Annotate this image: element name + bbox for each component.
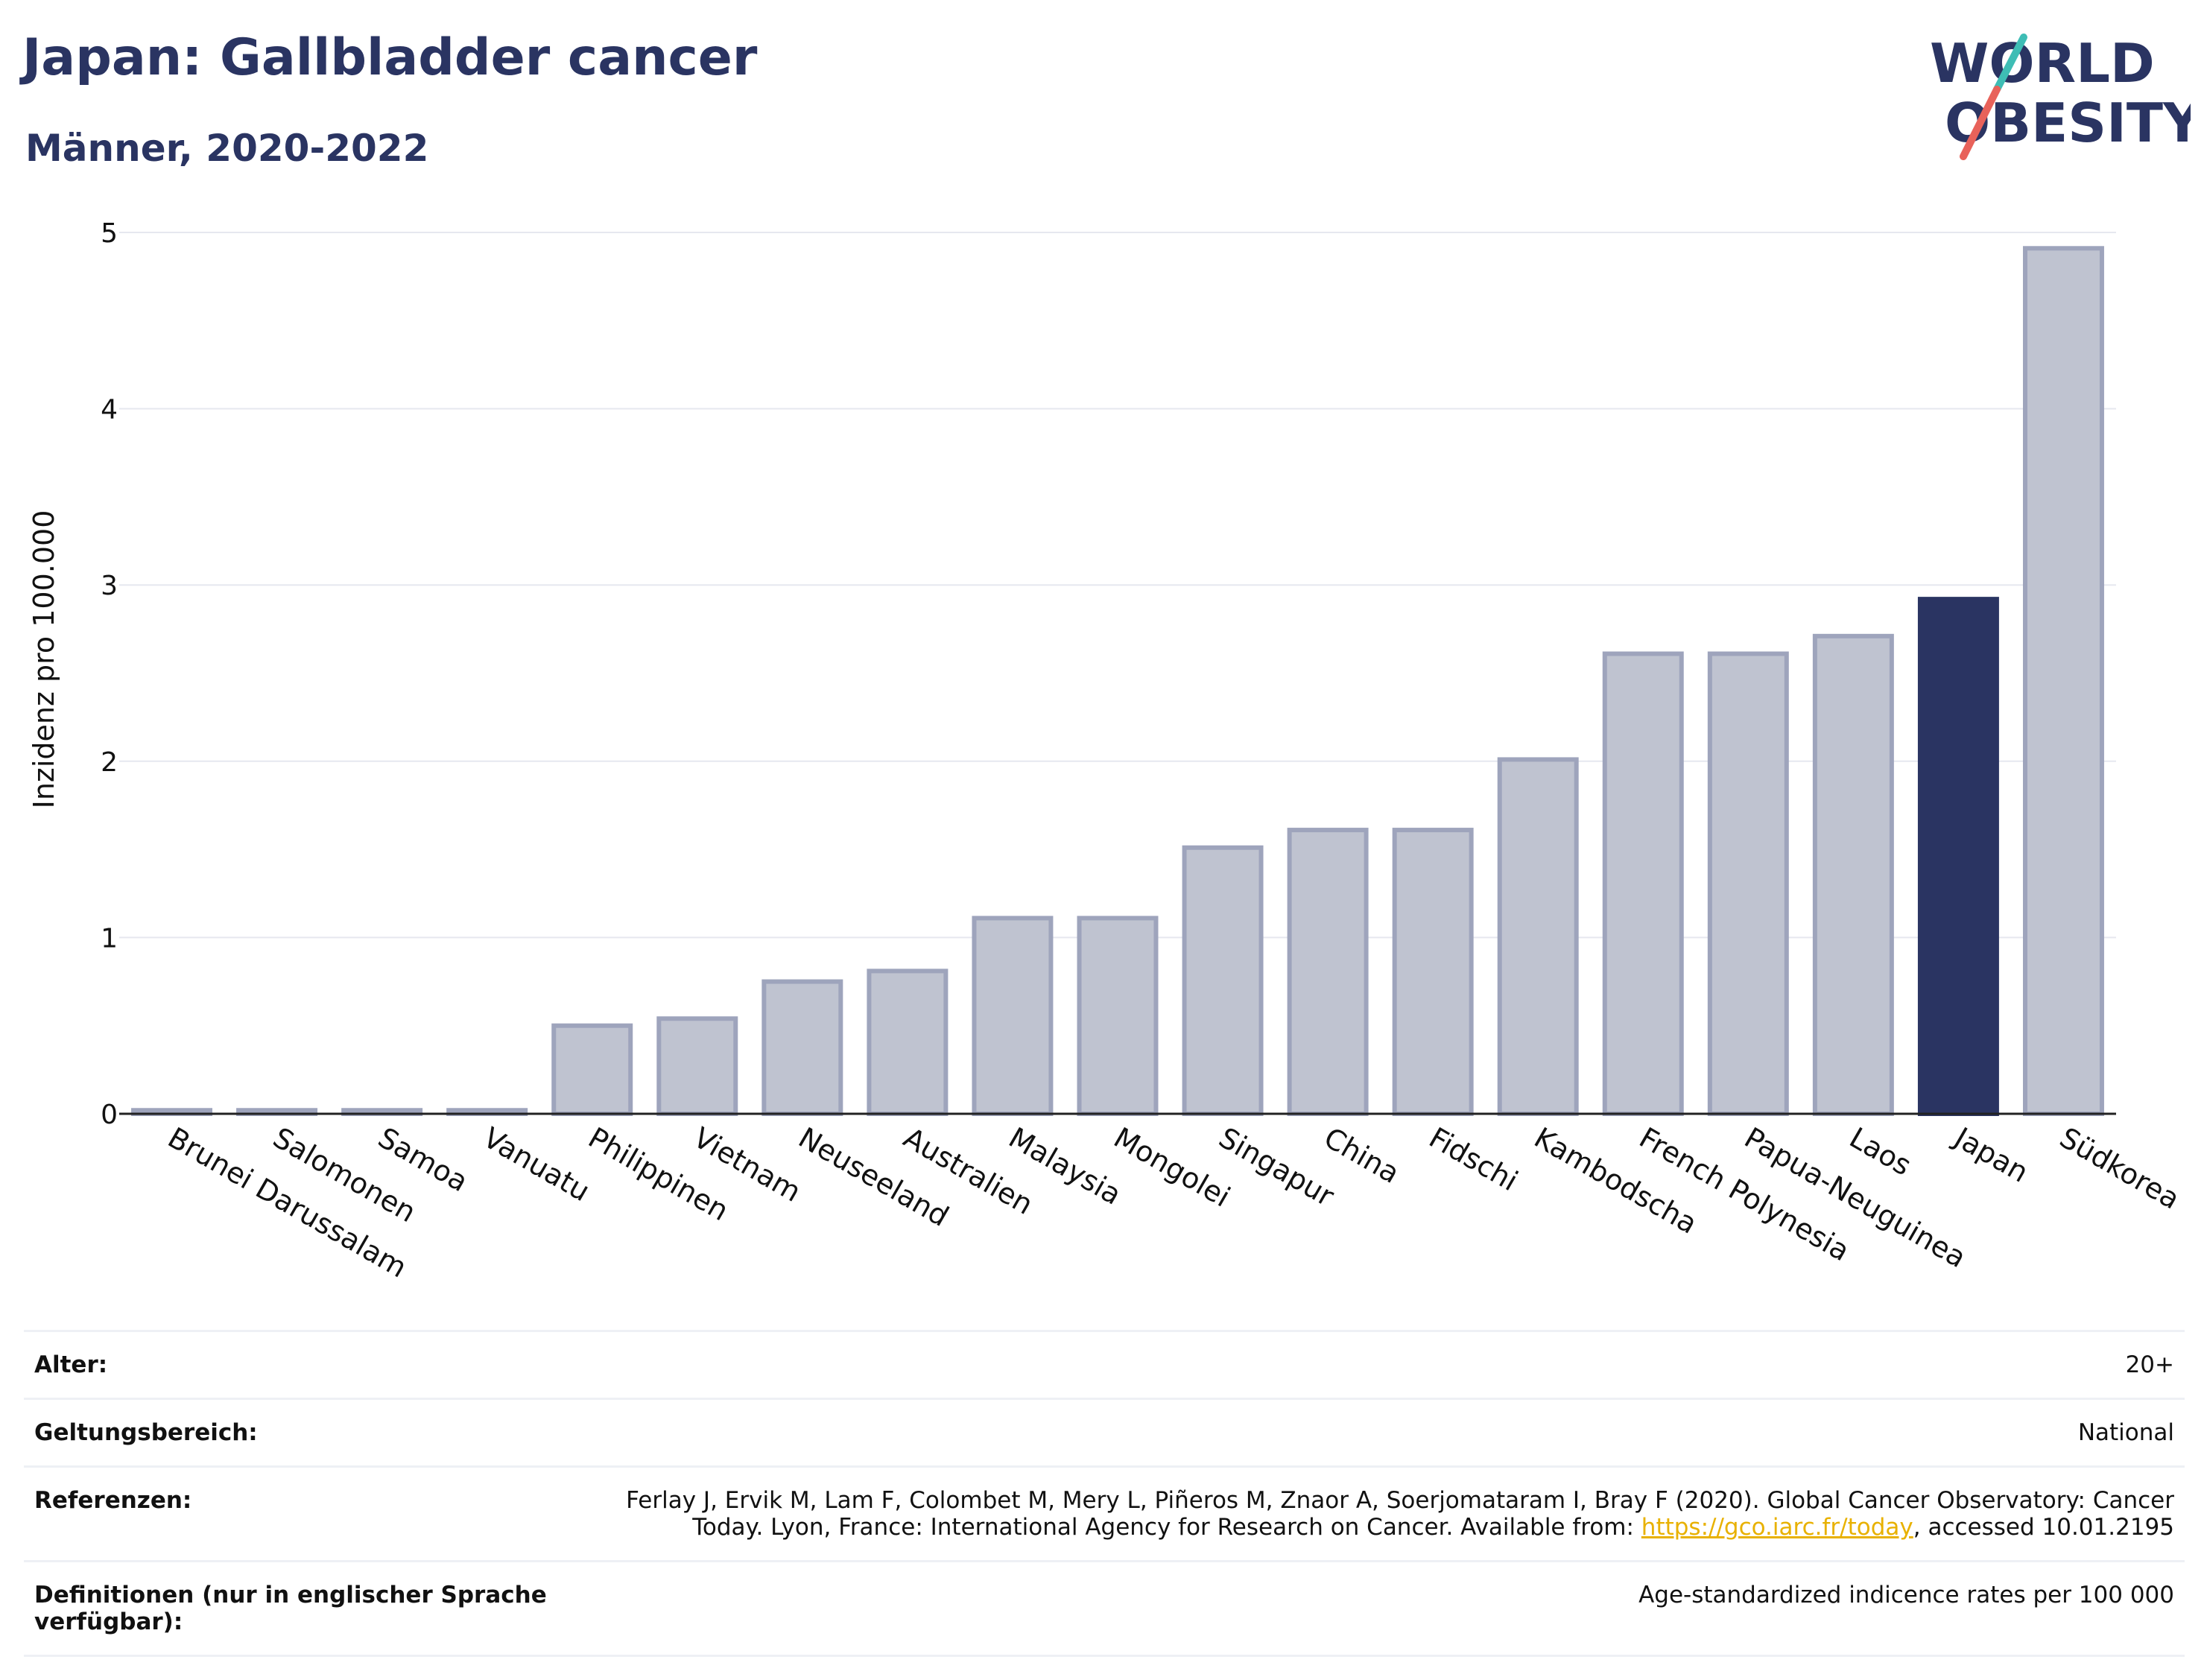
- bar-mongolei: [1077, 916, 1159, 1117]
- bar-neuseeland: [761, 979, 843, 1117]
- info-value: 20+: [2125, 1351, 2174, 1378]
- y-tick-label: 4: [101, 395, 118, 425]
- bar-philippinen: [551, 1023, 633, 1116]
- x-tick-label: Fidschi: [1424, 1121, 1524, 1198]
- y-tick-label: 0: [101, 1100, 118, 1130]
- bar-kambodscha: [1497, 757, 1579, 1117]
- logo-slash-red: [1960, 86, 2001, 160]
- x-tick-label: Laos: [1844, 1121, 1917, 1182]
- x-tick-label: Südkorea: [2054, 1121, 2185, 1216]
- logo-line2: OBESITY: [1945, 92, 2191, 154]
- bar-china: [1287, 828, 1369, 1116]
- x-tick-label: Vanuatu: [478, 1121, 595, 1208]
- bar-french-polynesia: [1602, 651, 1684, 1116]
- chart-subtitle: Männer, 2020-2022: [25, 127, 429, 170]
- y-tick-label: 3: [101, 571, 118, 601]
- info-key: Alter:: [34, 1351, 108, 1378]
- y-tick-label: 1: [101, 923, 118, 954]
- info-value: Ferlay J, Ervik M, Lam F, Colombet M, Me…: [626, 1487, 2174, 1541]
- bar-vietnam: [656, 1016, 738, 1116]
- y-tick-label: 5: [101, 218, 118, 249]
- info-key: Referenzen:: [34, 1487, 192, 1514]
- world-obesity-logo: WORLD OBESITY: [1930, 32, 2191, 160]
- bar-singapur: [1182, 845, 1264, 1116]
- logo-slash-teal: [1993, 34, 2027, 93]
- logo-line1: WORLD: [1930, 32, 2155, 95]
- y-tick-label: 2: [101, 747, 118, 778]
- info-table: Alter: 20+ Geltungsbereich: National Referen…: [24, 1330, 2185, 1657]
- info-value: Age-standardized indicence rates per 100…: [1638, 1582, 2174, 1608]
- info-row: Alter: 20+: [24, 1331, 2185, 1399]
- info-row: Geltungsbereich: National: [24, 1398, 2185, 1467]
- chart-title: Japan: Gallbladder cancer: [22, 28, 758, 87]
- reference-link[interactable]: https://gco.iarc.fr/today: [1641, 1514, 1913, 1541]
- x-tick-label: Singapur: [1214, 1121, 1340, 1213]
- x-tick-label: Mongolei: [1109, 1121, 1236, 1214]
- bar-südkorea: [2022, 246, 2104, 1117]
- bar-japan: [1917, 597, 1999, 1116]
- bar-australien: [867, 969, 949, 1116]
- bars: [131, 246, 2104, 1117]
- bar-fidschi: [1392, 828, 1474, 1116]
- info-row: Definitionen (nur in englischer Sprache …: [24, 1561, 2185, 1656]
- bar-malaysia: [972, 916, 1054, 1117]
- info-key: Geltungsbereich:: [34, 1419, 258, 1446]
- bar-papua-neuguinea: [1707, 651, 1789, 1116]
- bar-laos: [1812, 633, 1894, 1116]
- info-row: Referenzen: Ferlay J, Ervik M, Lam F, Col…: [24, 1466, 2185, 1562]
- x-tick-label: Japan: [1948, 1120, 2034, 1189]
- info-value: National: [2077, 1419, 2174, 1446]
- y-axis-label: Inzidenz pro 100.000: [28, 510, 60, 809]
- info-key: Definitionen (nur in englischer Sprache …: [34, 1582, 547, 1635]
